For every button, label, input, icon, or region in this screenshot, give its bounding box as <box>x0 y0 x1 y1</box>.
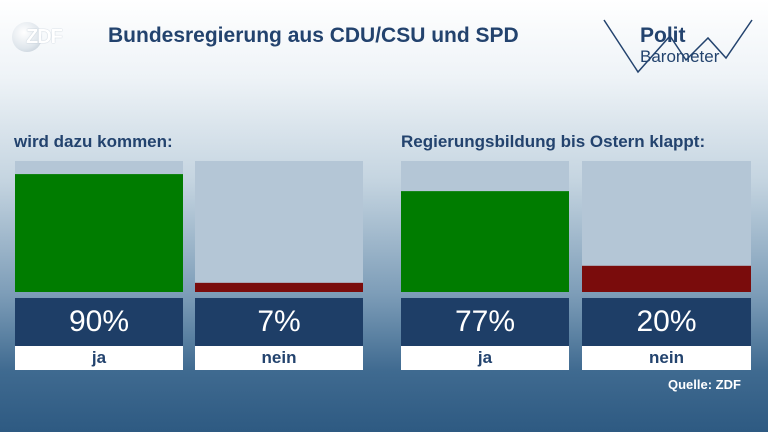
brand-polit: Polit <box>640 24 686 47</box>
chart-1-nein-bar <box>195 282 363 292</box>
zdf-logo-circle <box>12 22 42 52</box>
chart-1-ja-value-label: 90% <box>15 298 183 346</box>
chart-2-title: Regierungsbildung bis Ostern klappt: <box>401 132 706 151</box>
brand-barometer: Barometer <box>640 47 720 66</box>
chart-1-nein-track <box>195 161 363 292</box>
chart-2-ja-bar <box>401 191 569 292</box>
chart-2-ja-category-label: ja <box>401 346 569 370</box>
source-note: Quelle: ZDF <box>668 377 741 392</box>
chart-1-ja-bar <box>15 174 183 292</box>
chart-1-ja-category-label: ja <box>15 346 183 370</box>
chart-2-ja-value-label: 77% <box>401 298 569 346</box>
chart-1-title: wird dazu kommen: <box>14 132 173 151</box>
chart-2-nein-bar <box>582 265 751 292</box>
chart-1-nein-value-label: 7% <box>195 298 363 346</box>
chart-2-nein-value-label: 20% <box>582 298 751 346</box>
zdf-logo: ZDF <box>12 22 82 54</box>
chart-2-nein-category-label: nein <box>582 346 751 370</box>
zdf-logo-text: ZDF <box>26 26 63 48</box>
page-title: Bundesregierung aus CDU/CSU und SPD <box>108 24 519 47</box>
politbarometer-logo: Polit Barometer <box>602 14 758 74</box>
chart-1-nein-category-label: nein <box>195 346 363 370</box>
politbarometer-line-icon <box>603 19 753 74</box>
